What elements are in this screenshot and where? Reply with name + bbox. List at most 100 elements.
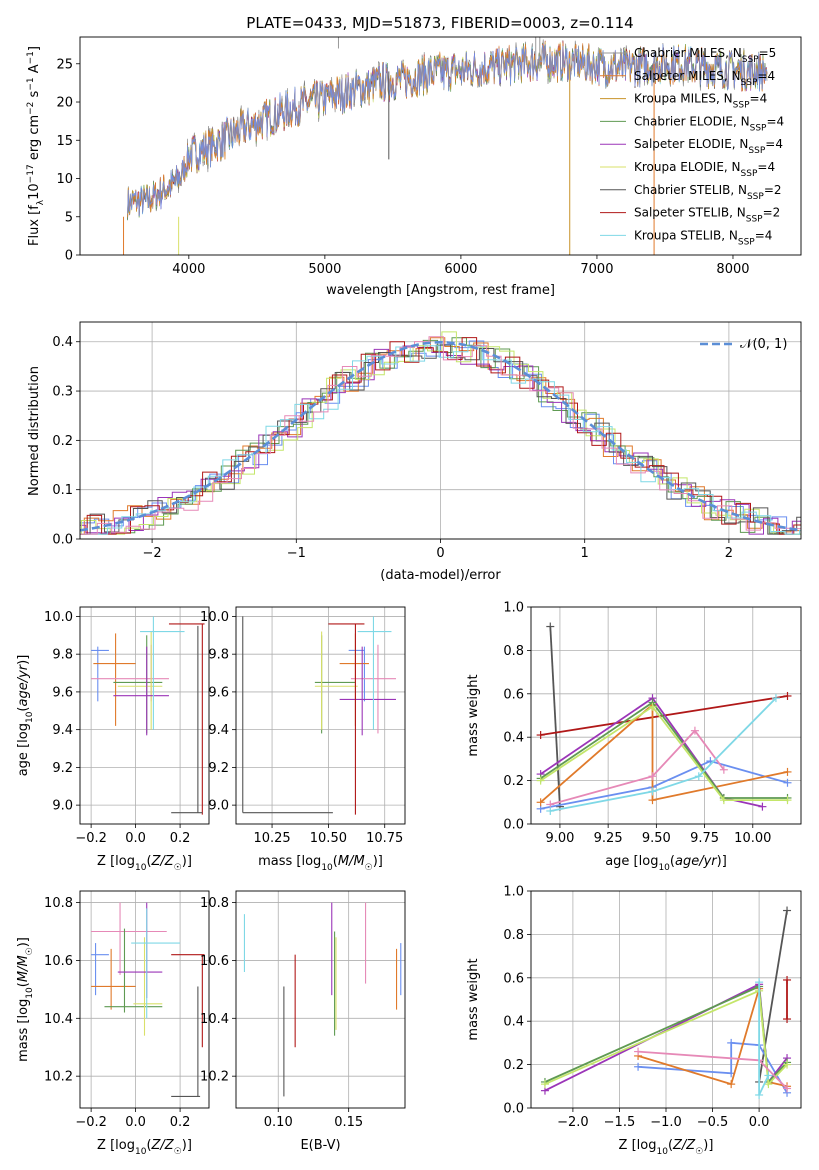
mass-age-panel: 10.25 10.50 10.75 9.0 9.2 9.4 9.6 9.8 10.0 mass [… [200,606,406,873]
y-tick-label: 0.1 [52,483,73,498]
normal-curve [80,340,801,532]
weight-z-panel: −2.0 −1.5 −1.0 −0.5 0.0 0.0 0.2 0.4 0.6 0.8 1.0 Z [… [466,885,802,1157]
y-axis-label: mass [log10(M/M☉)] [16,937,35,1062]
errorbars [91,616,205,815]
weight-series [540,701,788,799]
x-axis-label: wavelength [Angstrom, rest frame] [326,283,555,298]
y-tick-label: 0.0 [503,1102,524,1117]
x-axis-label: age [log10(age/yr)] [605,854,727,873]
y-tick-label: 10.0 [44,610,73,625]
weight-lines [540,906,792,1099]
x-tick-label: 10.75 [366,831,403,846]
y-tick-label: 20 [56,96,73,111]
y-tick-label: 15 [56,134,73,149]
x-tick-label: 9.75 [690,831,719,846]
legend-label: Kroupa MILES, NSSP=4 [634,92,767,111]
y-tick-label: 0.0 [503,818,524,833]
x-tick-label: 0.0 [749,1115,770,1130]
x-axis-label: Z [log10(Z/Z☉)] [619,1138,714,1157]
x-tick-label: 8000 [716,262,749,277]
x-axis-label: mass [log10(M/M☉)] [258,854,383,873]
z-age-panel: −0.2 0.0 0.2 9.0 9.2 9.4 9.6 9.8 10.0 Z [log10(Z/… [16,606,210,873]
x-tick-label: 0.0 [125,831,146,846]
axes-frame [235,606,406,825]
y-tick-label: 9.6 [52,685,73,700]
x-tick-label: −1.0 [650,1115,682,1130]
y-tick-label: 10.4 [200,1012,229,1027]
legend-label: Chabrier ELODIE, NSSP=4 [634,114,784,133]
y-tick-label: 9.2 [208,761,229,776]
y-axis-label: mass weight [466,958,481,1040]
x-axis-label: Z [log10(Z/Z☉)] [97,854,192,873]
errorbars [91,902,205,1097]
y-tick-label: 10.6 [44,954,73,969]
y-tick-label: 0.3 [52,385,73,400]
errorbars [243,902,402,1097]
x-tick-label: 2 [725,546,733,561]
x-tick-label: 10.25 [253,831,290,846]
x-tick-label: 0.2 [170,831,191,846]
x-tick-label: −0.2 [75,831,107,846]
x-tick-label: 9.50 [642,831,671,846]
legend-label: Salpeter MILES, NSSP=4 [634,69,775,88]
weight-age-panel: 9.00 9.25 9.50 9.75 10.00 0.0 0.2 0.4 0.6 0.8 1.0 a… [466,601,802,873]
y-tick-label: 0.2 [52,434,73,449]
x-axis-label: E(B-V) [300,1138,340,1153]
y-tick-label: 0.6 [503,687,524,702]
x-axis-label: Z [log10(Z/Z☉)] [97,1138,192,1157]
x-tick-label: 10.50 [310,831,347,846]
x-tick-label: −0.2 [75,1115,107,1130]
y-tick-label: 25 [56,57,73,72]
weight-series [758,910,788,1083]
histogram-series [80,336,801,535]
y-tick-label: 9.2 [52,761,73,776]
weight-series [540,760,788,810]
x-tick-label: 1 [581,546,589,561]
y-tick-label: 0.4 [503,1015,524,1030]
x-axis-label: (data-model)/error [380,568,501,583]
legend-label: Kroupa ELODIE, NSSP=4 [634,160,775,179]
y-tick-label: 0.2 [503,774,524,789]
histograms [80,331,801,535]
legend-label: Chabrier MILES, NSSP=5 [634,46,776,65]
x-tick-label: −2.0 [557,1115,589,1130]
x-tick-label: 5000 [308,262,341,277]
errorbars [242,616,396,815]
axes-frame [530,890,802,1109]
spectrum-lines [123,37,768,255]
y-tick-label: 0.6 [503,971,524,986]
y-tick-label: 9.8 [208,648,229,663]
y-tick-label: 1.0 [503,601,524,616]
weight-series [544,989,788,1087]
x-tick-label: 0 [436,546,444,561]
histogram-series [80,345,801,535]
y-tick-label: 10.8 [200,896,229,911]
y-tick-label: 0.4 [503,731,524,746]
residuals-panel: −2 −1 0 1 2 0.0 0.1 0.2 0.3 0.4 𝒩(0, 1) (data-model… [27,321,802,583]
y-tick-label: 1.0 [503,885,524,900]
weight-series [550,729,725,806]
y-tick-label: 10.2 [200,1070,229,1085]
y-axis-label: age [log10(age/yr)] [16,655,35,777]
y-tick-label: 0.4 [52,335,73,350]
y-tick-label: 9.8 [52,648,73,663]
y-tick-label: 9.4 [208,723,229,738]
y-tick-label: 5 [65,210,73,225]
x-tick-label: 0.15 [334,1115,363,1130]
x-tick-label: 0.0 [125,1115,146,1130]
figure-title: PLATE=0433, MJD=51873, FIBERID=0003, z=0… [246,14,633,32]
legend-label: Chabrier STELIB, NSSP=2 [634,183,782,202]
axes-frame [79,890,210,1109]
axes-frame [235,890,406,1109]
legend-label: Kroupa STELIB, NSSP=4 [634,228,772,247]
y-tick-label: 0.8 [503,644,524,659]
x-tick-label: −1.5 [604,1115,636,1130]
y-tick-label: 0.0 [52,533,73,548]
y-tick-label: 9.0 [52,799,73,814]
axes-frame [79,606,210,825]
x-tick-label: −0.5 [697,1115,729,1130]
spectrum-panel: 4000 5000 6000 7000 8000 0 5 10 15 20 25 Chabrier M… [26,36,802,298]
x-tick-label: −1 [287,546,306,561]
y-tick-label: 0.2 [503,1058,524,1073]
